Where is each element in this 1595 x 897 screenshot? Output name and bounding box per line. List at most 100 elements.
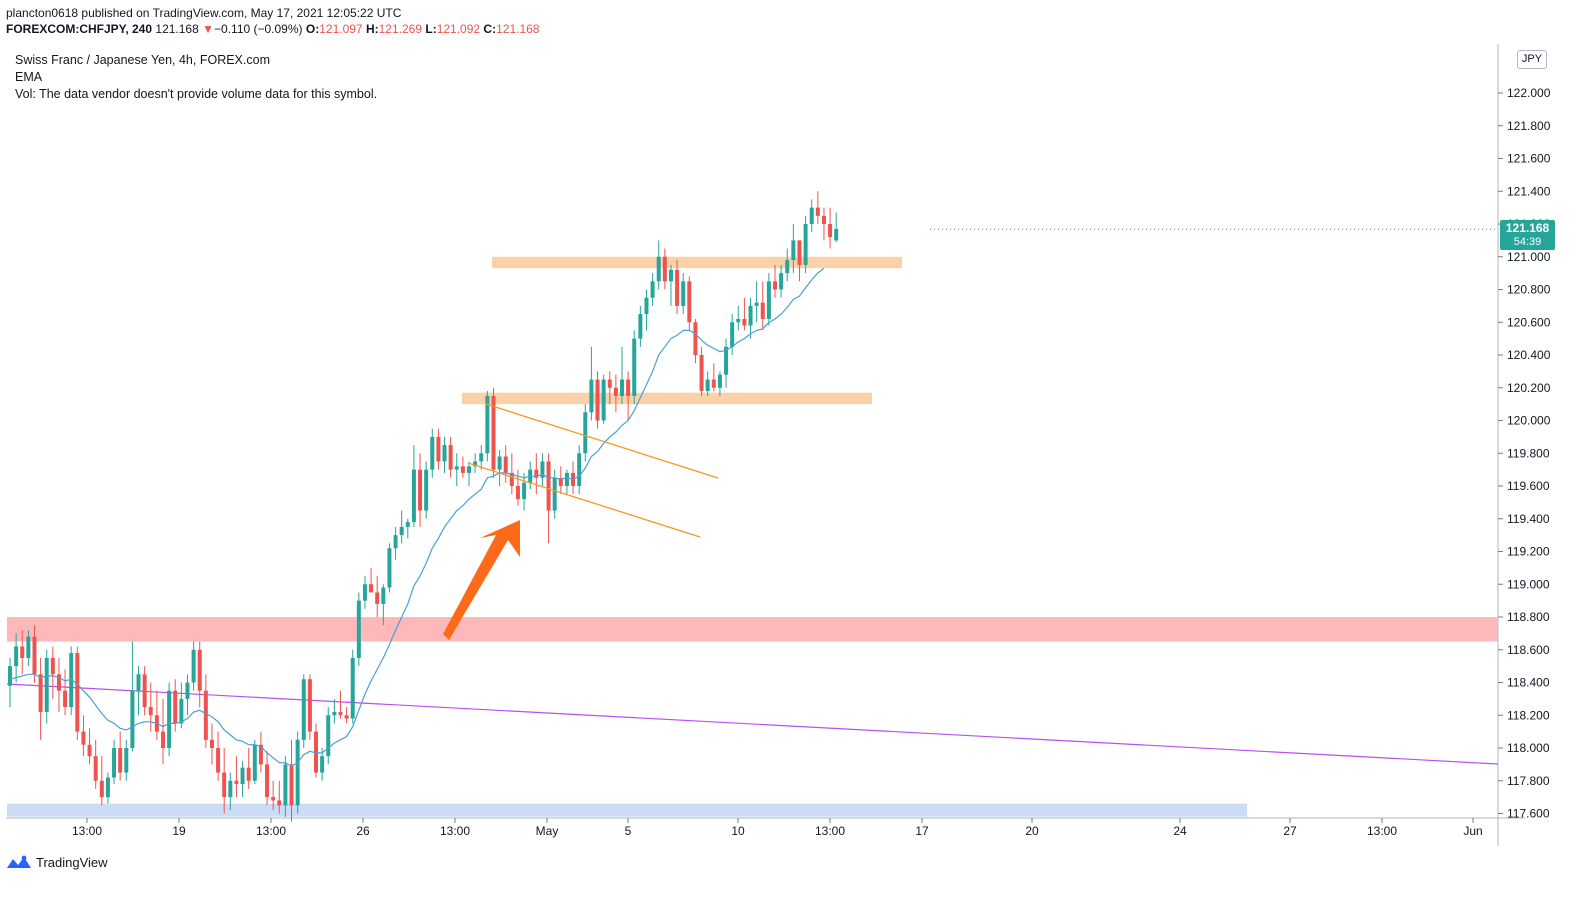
candle-body bbox=[197, 649, 202, 691]
y-tick-label: 120.800 bbox=[1507, 283, 1551, 297]
candle-body bbox=[93, 756, 98, 781]
x-tick-label: 13:00 bbox=[256, 824, 286, 838]
candle-body bbox=[338, 711, 343, 716]
last-price-tag: 121.168 54:39 bbox=[1500, 220, 1555, 250]
candle-body bbox=[650, 281, 655, 298]
publisher-text: plancton0618 published on TradingView.co… bbox=[6, 6, 402, 20]
candle-body bbox=[289, 764, 294, 806]
open-label: O: bbox=[305, 22, 320, 36]
candle-body bbox=[595, 379, 600, 421]
candle-body bbox=[748, 305, 753, 326]
x-tick-label: Jun bbox=[1463, 824, 1482, 838]
y-tick-label: 122.000 bbox=[1507, 86, 1551, 100]
candle-body bbox=[26, 636, 31, 658]
x-tick-label: 13:00 bbox=[72, 824, 102, 838]
candle-body bbox=[626, 379, 631, 396]
y-tick-label: 120.200 bbox=[1507, 381, 1551, 395]
tradingview-logo-icon bbox=[7, 855, 31, 868]
y-tick-label: 121.600 bbox=[1507, 152, 1551, 166]
y-tick-label: 118.400 bbox=[1507, 676, 1550, 690]
candle-body bbox=[760, 302, 765, 319]
y-tick-label: 121.400 bbox=[1507, 184, 1551, 198]
candle-body bbox=[356, 600, 361, 658]
high-value: 121.269 bbox=[378, 22, 423, 36]
candle-body bbox=[301, 679, 306, 740]
candle-body bbox=[209, 739, 214, 748]
x-tick-label: 26 bbox=[356, 824, 370, 838]
candle-body bbox=[717, 374, 722, 388]
candle-body bbox=[589, 379, 594, 413]
candle-body bbox=[534, 469, 539, 478]
candle-body bbox=[687, 281, 692, 323]
candle-body bbox=[393, 535, 398, 549]
candle-body bbox=[460, 466, 465, 473]
candle-body bbox=[350, 657, 355, 719]
candle-body bbox=[63, 690, 68, 708]
candle-body bbox=[467, 466, 471, 473]
brand-name: TradingView bbox=[36, 854, 108, 870]
candle-body bbox=[362, 584, 367, 601]
x-tick-label: 24 bbox=[1173, 824, 1187, 838]
candle-body bbox=[821, 215, 826, 224]
candle-body bbox=[50, 657, 55, 675]
candle-body bbox=[809, 207, 814, 224]
candle-body bbox=[699, 355, 704, 392]
candle-body bbox=[503, 456, 508, 473]
currency-badge[interactable]: JPY bbox=[1517, 50, 1547, 69]
candle-body bbox=[620, 379, 624, 396]
candle-body bbox=[344, 715, 349, 719]
candle-body bbox=[75, 653, 80, 732]
channel-lower-line bbox=[467, 462, 701, 538]
candle-body bbox=[509, 472, 514, 486]
candle-body bbox=[675, 269, 680, 306]
low-label: L: bbox=[425, 22, 437, 36]
candle-body bbox=[442, 445, 447, 462]
x-tick-label: 10 bbox=[731, 824, 745, 838]
y-tick-label: 119.000 bbox=[1507, 577, 1550, 591]
y-tick-label: 119.800 bbox=[1507, 446, 1550, 460]
candle-body bbox=[405, 522, 410, 527]
high-label: H: bbox=[365, 22, 379, 36]
candle-body bbox=[246, 767, 251, 781]
candle-body bbox=[613, 387, 618, 396]
candle-body bbox=[8, 666, 12, 686]
candle-body bbox=[515, 486, 520, 500]
symbol-label[interactable]: FOREXCOM:CHFJPY, 240 bbox=[6, 22, 153, 36]
candle-body bbox=[773, 281, 777, 290]
candle-body bbox=[632, 338, 637, 396]
candle-body bbox=[203, 690, 208, 740]
footer-brand[interactable]: TradingView bbox=[6, 854, 108, 870]
low-value: 121.092 bbox=[436, 22, 481, 36]
candle-body bbox=[136, 674, 141, 691]
legend-ema[interactable]: EMA bbox=[15, 70, 43, 84]
candle-body bbox=[118, 748, 123, 773]
x-tick-label: May bbox=[536, 824, 559, 838]
change-arrow-icon: ▼ bbox=[202, 22, 215, 36]
candle-body bbox=[222, 772, 227, 798]
candle-body bbox=[766, 281, 771, 319]
candle-body bbox=[112, 748, 117, 778]
candle-body bbox=[785, 260, 790, 274]
close-value: 121.168 bbox=[496, 22, 540, 36]
candle-body bbox=[693, 322, 698, 355]
candle-body bbox=[375, 592, 380, 604]
candle-body bbox=[473, 461, 478, 467]
legend-vol[interactable]: Vol: The data vendor doesn't provide vol… bbox=[15, 87, 378, 101]
candle-body bbox=[607, 379, 612, 388]
y-tick-label: 119.400 bbox=[1507, 512, 1550, 526]
candle-body bbox=[167, 690, 172, 748]
candle-body bbox=[326, 715, 331, 757]
candle-body bbox=[834, 228, 839, 241]
candle-body bbox=[736, 318, 741, 323]
y-tick-label: 120.600 bbox=[1507, 315, 1551, 329]
y-tick-label: 117.600 bbox=[1507, 807, 1550, 821]
candle-body bbox=[601, 379, 606, 421]
candle-body bbox=[142, 674, 147, 708]
candle-body bbox=[32, 636, 37, 675]
candle-body bbox=[271, 797, 276, 801]
candle-body bbox=[491, 395, 496, 470]
legend-title[interactable]: Swiss Franc / Japanese Yen, 4h, FOREX.co… bbox=[15, 53, 270, 67]
x-tick-label: 17 bbox=[915, 824, 929, 838]
candle-body bbox=[803, 224, 808, 265]
